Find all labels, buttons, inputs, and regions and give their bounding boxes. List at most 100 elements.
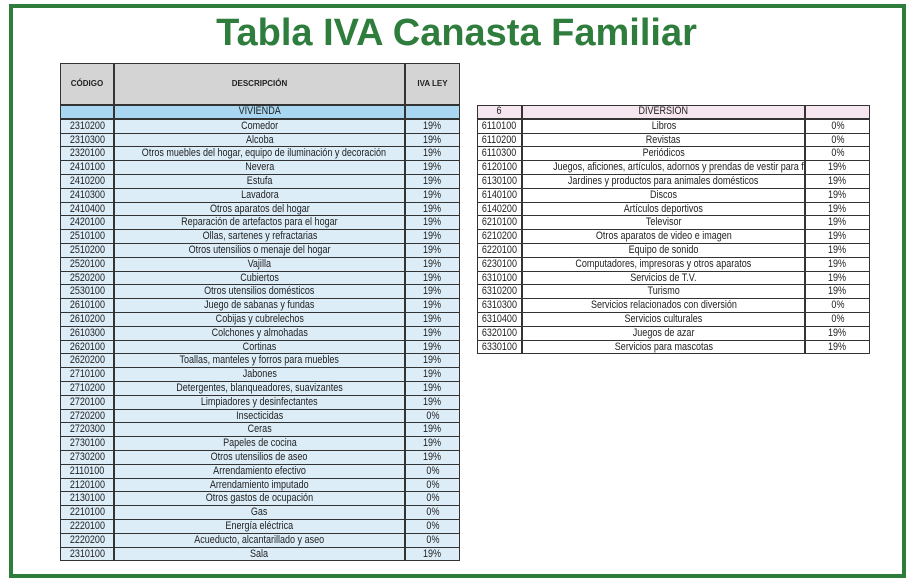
code-cell-text: 6130100 xyxy=(481,175,518,187)
rate-cell: 0% xyxy=(405,463,460,479)
description-cell: Estufa xyxy=(114,174,405,189)
description-cell-text: Detergentes, blanqueadores, suavizantes xyxy=(176,382,343,394)
description-cell-text: Jabones xyxy=(242,368,277,381)
code-cell-text: 2620200 xyxy=(69,354,105,367)
description-cell-text: Vajilla xyxy=(247,257,272,270)
rate-cell: 19% xyxy=(405,132,460,148)
rate-cell: 19% xyxy=(405,215,460,231)
description-cell: Servicios relacionados con diversión xyxy=(522,298,805,313)
rate-cell: 19% xyxy=(805,325,870,341)
description-cell: Insecticidas xyxy=(114,408,405,424)
rate-cell-text: 0% xyxy=(425,478,440,491)
description-cell: Otros utensilios de aseo xyxy=(114,450,405,465)
description-cell-text: Televisor xyxy=(645,216,682,229)
rate-cell-text: 19% xyxy=(828,230,847,243)
rate-cell-text: 19% xyxy=(828,257,847,270)
description-cell-text: Toallas, manteles y forros para muebles xyxy=(179,354,340,367)
code-cell-text: 6140200 xyxy=(481,202,518,215)
rate-cell: 0% xyxy=(405,505,460,520)
rate-cell-text: 19% xyxy=(423,285,442,298)
rate-cell: 19% xyxy=(405,187,460,203)
code-cell: 2610200 xyxy=(60,312,114,327)
rate-cell-text: 19% xyxy=(828,175,847,187)
section-cell xyxy=(405,105,460,119)
description-cell: Servicios de T.V. xyxy=(522,270,805,286)
rate-cell: 19% xyxy=(805,256,870,272)
rate-cell: 19% xyxy=(405,160,460,175)
code-cell-text: 6230100 xyxy=(481,257,518,270)
rate-cell: 19% xyxy=(405,312,460,327)
description-cell-text: Cortinas xyxy=(242,340,277,353)
section-cell-text: DIVERSIÓN xyxy=(638,105,689,117)
description-cell-text: Servicios de T.V. xyxy=(630,271,697,284)
code-cell-text: 6120100 xyxy=(481,161,518,174)
rate-cell-text: 19% xyxy=(423,354,442,367)
rate-cell: 19% xyxy=(805,187,870,203)
code-cell-text: 2320100 xyxy=(69,147,105,160)
code-cell-text: 6140100 xyxy=(481,188,518,201)
code-cell: 2120100 xyxy=(60,477,114,493)
description-cell: Energía eléctrica xyxy=(114,519,405,534)
description-cell-text: Energía eléctrica xyxy=(225,520,294,532)
rate-cell: 19% xyxy=(405,118,460,134)
description-cell: Jabones xyxy=(114,367,405,382)
code-cell-text: 6110200 xyxy=(482,133,517,146)
description-cell-text: Discos xyxy=(649,188,678,201)
code-cell-text: 6320100 xyxy=(481,326,518,339)
rate-cell: 19% xyxy=(405,243,460,258)
description-cell: Equipo de sonido xyxy=(522,243,805,258)
rate-cell: 19% xyxy=(405,381,460,396)
code-cell-text: 2210100 xyxy=(69,506,105,519)
rate-cell: 19% xyxy=(805,270,870,286)
description-cell: Otros muebles del hogar, equipo de ilumi… xyxy=(114,146,405,162)
rate-cell: 0% xyxy=(805,132,870,148)
rate-cell: 0% xyxy=(805,146,870,162)
rate-cell-text: 19% xyxy=(828,340,847,353)
description-cell-text: Otros utensilios o menaje del hogar xyxy=(188,244,331,256)
code-cell-text: 2610300 xyxy=(69,326,105,339)
code-cell-text: 2530100 xyxy=(69,285,105,298)
code-cell-text: 2710200 xyxy=(69,382,105,394)
rate-cell-text: 0% xyxy=(830,119,845,132)
code-cell-text: 2310200 xyxy=(69,119,105,132)
code-cell-text: 6110100 xyxy=(482,119,517,132)
code-cell-text: 6310200 xyxy=(481,285,518,298)
description-cell: Otros aparatos del hogar xyxy=(114,201,405,217)
rate-cell: 19% xyxy=(405,298,460,313)
rate-cell-text: 19% xyxy=(423,326,442,339)
code-cell-text: 2420100 xyxy=(69,216,105,229)
code-cell-text: 2310300 xyxy=(69,133,105,146)
title: Tabla IVA Canasta Familiar xyxy=(216,12,697,54)
description-cell-text: Insecticidas xyxy=(235,409,284,422)
code-cell: 6230100 xyxy=(477,256,522,272)
description-cell-text: Equipo de sonido xyxy=(628,244,699,256)
rate-cell: 19% xyxy=(805,243,870,258)
code-cell: 6220100 xyxy=(477,243,522,258)
rate-cell-text: 0% xyxy=(830,313,845,325)
rate-cell-text: 0% xyxy=(830,299,845,312)
header-cell: TARIFA IVA LEY VIGENTE xyxy=(405,63,460,105)
section-code-cell-text: 6 xyxy=(496,105,503,117)
rate-cell-text: 19% xyxy=(828,161,847,174)
description-cell-text: Periódicos xyxy=(642,147,685,160)
code-cell-text: 2120100 xyxy=(69,478,105,491)
code-cell: 2220100 xyxy=(60,519,114,534)
description-cell-text: Nevera xyxy=(244,161,275,174)
rate-cell-text: 19% xyxy=(828,188,847,201)
description-cell-text: Computadores, impresoras y otros aparato… xyxy=(575,257,752,270)
description-cell-text: Otros utensilios de aseo xyxy=(211,451,308,463)
description-cell: Ollas, sartenes y refractarias xyxy=(114,229,405,244)
rate-cell: 0% xyxy=(405,532,460,548)
code-cell: 2620100 xyxy=(60,339,114,355)
description-cell: Gas xyxy=(114,505,405,520)
code-cell: 6330100 xyxy=(477,339,522,355)
description-cell: Jardines y productos para animales domés… xyxy=(522,174,805,189)
rate-cell-text: 0% xyxy=(830,147,845,160)
code-cell: 2110100 xyxy=(60,463,114,479)
description-cell: Otros gastos de ocupación xyxy=(114,491,405,507)
code-cell: 2130100 xyxy=(60,491,114,507)
rate-cell-text: 0% xyxy=(425,409,440,422)
code-cell: 2310200 xyxy=(60,118,114,134)
code-cell: 2610300 xyxy=(60,325,114,341)
